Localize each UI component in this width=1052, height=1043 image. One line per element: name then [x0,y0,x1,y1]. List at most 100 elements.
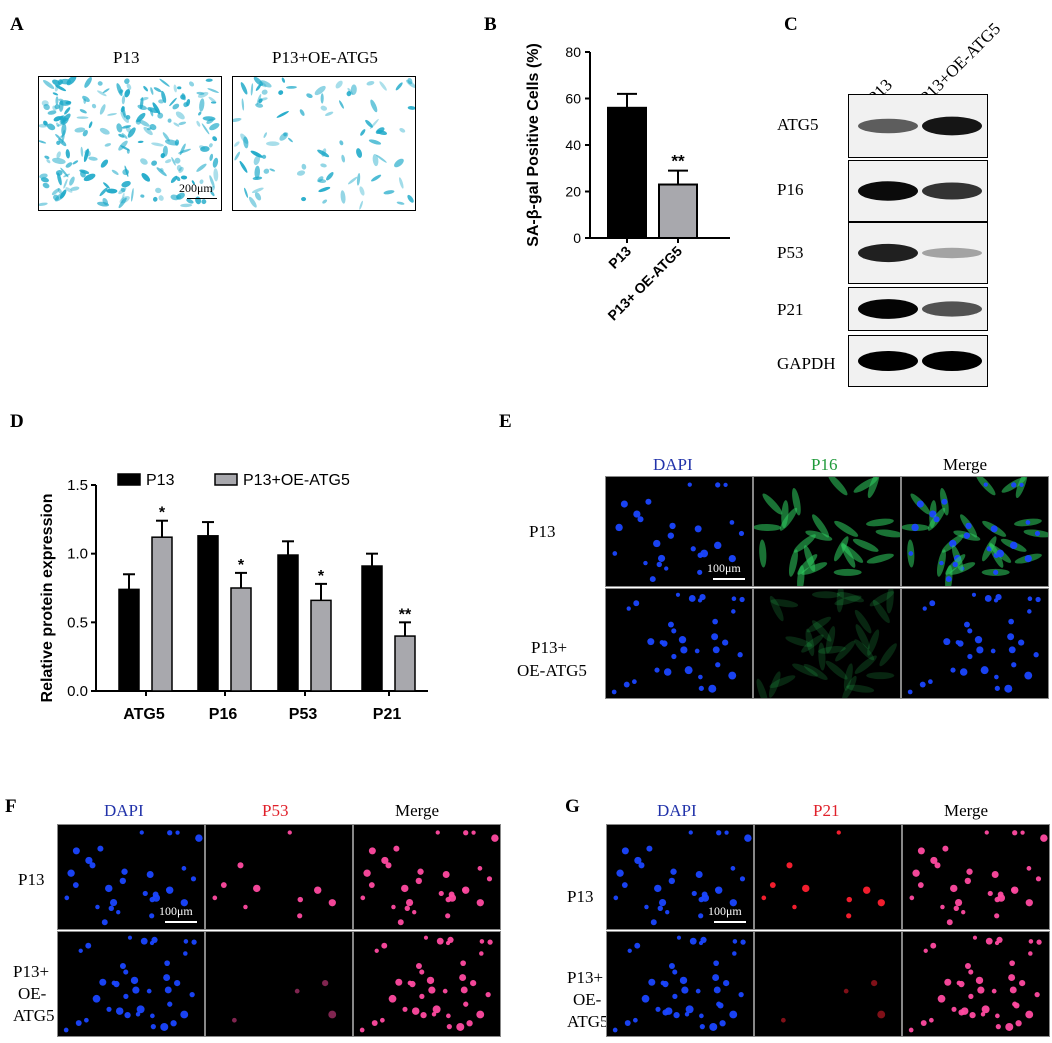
nucleus [667,532,675,539]
nucleus [1026,866,1032,871]
stained-cell [278,90,284,95]
stained-cell [57,172,62,186]
nucleus [995,1024,1001,1030]
stained-cell [370,99,378,113]
stained-cell [209,123,220,131]
stained-cell [136,112,146,123]
nucleus [712,974,720,982]
nucleus [401,884,409,893]
y-tick-label: 0 [573,230,581,246]
stained-cell [356,173,361,186]
nucleus [460,986,468,994]
nucleus [993,569,999,575]
nucleus [436,937,444,945]
nucleus [673,1012,680,1019]
stained-cell [199,179,204,185]
nucleus [486,876,493,882]
nucleus [1008,974,1016,982]
nucleus [688,595,696,602]
stained-cell [320,105,328,111]
stained-cell [103,182,110,189]
cell-body [843,663,853,691]
nucleus [654,667,660,673]
bar [658,183,698,239]
nucleus [1034,530,1041,537]
bar [118,588,140,692]
nucleus [846,896,853,903]
stained-cell [176,194,182,200]
stained-cell [118,197,127,209]
stained-cell [137,140,144,144]
stained-cell [121,192,125,204]
nucleus [698,940,704,946]
nucleus [871,980,878,987]
cell-body [797,565,805,586]
stained-cell [157,112,164,119]
nucleus [195,834,203,842]
nucleus [976,646,984,654]
nucleus [731,609,736,614]
scale-bar [165,921,197,923]
nucleus [1005,1022,1014,1031]
nucleus [127,935,133,940]
nucleus [690,546,696,552]
stained-cell [368,139,382,145]
cell-body [768,671,781,698]
stained-cell [175,176,181,182]
stained-cell [255,103,264,108]
stained-cell [244,187,249,198]
nucleus [1004,684,1013,693]
bar [230,587,252,692]
stained-cell [383,190,395,195]
scale-label: 100μm [708,904,742,918]
nucleus [993,598,999,603]
nucleus [381,942,388,949]
nucleus [626,606,631,611]
stained-cell [263,168,270,174]
protein-band [858,181,918,201]
stained-cell [65,101,72,105]
nucleus [1025,899,1033,907]
cell-body [852,538,879,552]
stained-cell [56,151,61,159]
stained-cell [186,198,194,204]
nucleus [253,884,261,893]
nucleus [695,870,703,878]
nucleus [723,980,730,987]
nucleus [685,1005,694,1014]
nucleus [708,684,717,693]
stained-cell [178,166,184,173]
nucleus [661,640,668,647]
stained-cell [301,163,307,170]
stained-cell [156,167,167,177]
y-axis-label: SA-β-gal Positive Cells (%) [525,43,542,247]
stained-cell [181,93,186,101]
fluorescence-image [205,931,353,1037]
stained-cell [172,103,180,110]
nucleus [471,830,476,835]
stained-cell [169,97,177,107]
nucleus [980,1012,986,1017]
nucleus [649,576,656,583]
nucleus [987,890,993,897]
e-row2-label-1: P13+ [531,638,568,657]
nucleus [1027,609,1032,614]
nucleus [991,870,999,878]
nucleus [1013,1002,1020,1009]
protein-band [858,118,918,134]
bar [151,536,173,692]
nucleus [297,913,303,919]
chart-d: 0.0 0.5 1.0 1.5 Relative protein expression P… [39,472,428,723]
nucleus [966,868,973,875]
fluorescence-image [753,588,901,699]
nucleus [952,561,958,568]
nucleus [167,1001,173,1007]
significance-label: ** [399,606,412,623]
nucleus [109,898,118,907]
nucleus [363,869,371,877]
nucleus [638,862,645,869]
cell-body [806,616,832,633]
nucleus [113,980,120,988]
stained-cell [350,84,357,96]
stained-cell [120,106,125,113]
